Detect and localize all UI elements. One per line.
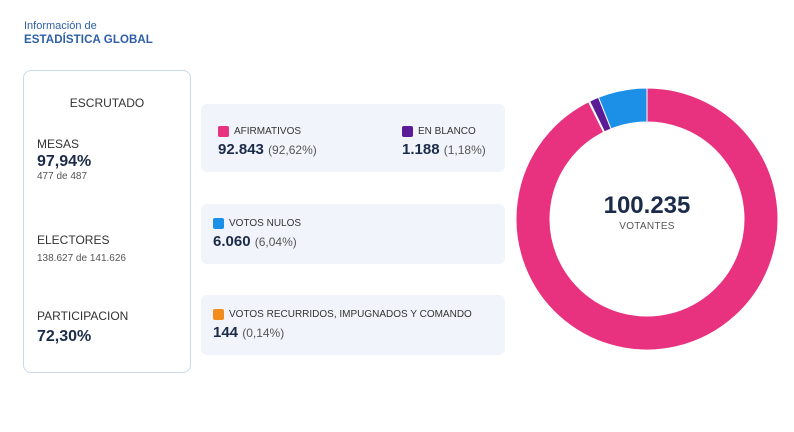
afirmativos-swatch [218, 126, 229, 137]
escrutado-title: ESCRUTADO [69, 96, 145, 110]
nulos-swatch [213, 218, 224, 229]
votantes-total: 100.235 [603, 192, 691, 219]
electores-detail: 138.627 de 141.626 [37, 253, 126, 264]
nulos-pct: (6,04%) [254, 235, 297, 249]
results-card-main: AFIRMATIVOS 92.843 (92,62%) EN BLANCO 1.… [201, 104, 505, 172]
mesas-detail: 477 de 487 [37, 171, 88, 182]
votantes-donut-chart [515, 87, 779, 351]
participacion-stat: PARTICIPACION 72,30% [37, 309, 128, 346]
en-blanco-label: EN BLANCO [418, 126, 476, 137]
donut-segment-afirmativos [515, 87, 779, 351]
participacion-label: PARTICIPACION [37, 309, 129, 323]
en-blanco-value: 1.188 [402, 141, 440, 158]
afirmativos-value: 92.843 [218, 141, 264, 158]
recurridos-swatch [213, 309, 224, 320]
escrutado-panel: ESCRUTADO MESAS 97,94% 477 de 487 ELECTO… [23, 70, 191, 373]
recurridos-value: 144 [213, 324, 239, 341]
header-subtitle: Información de [24, 20, 97, 32]
results-card-nulos: VOTOS NULOS 6.060 (6,04%) [201, 204, 505, 264]
afirmativos-label: AFIRMATIVOS [234, 126, 302, 137]
recurridos-item: VOTOS RECURRIDOS, IMPUGNADOS Y COMANDO 1… [213, 309, 472, 341]
mesas-stat: MESAS 97,94% 477 de 487 [37, 137, 91, 182]
page-header: Información de ESTADÍSTICA GLOBAL [24, 20, 153, 47]
electores-stat: ELECTORES 138.627 de 141.626 [37, 233, 126, 264]
nulos-value: 6.060 [213, 233, 251, 250]
afirmativos-pct: (92,62%) [268, 143, 317, 157]
results-card-recurridos: VOTOS RECURRIDOS, IMPUGNADOS Y COMANDO 1… [201, 295, 505, 355]
electores-label: ELECTORES [37, 233, 110, 247]
participacion-value: 72,30% [37, 328, 92, 345]
en-blanco-swatch [402, 126, 413, 137]
votantes-caption: VOTANTES [619, 221, 675, 232]
nulos-item: VOTOS NULOS 6.060 (6,04%) [213, 218, 301, 250]
mesas-value: 97,94% [37, 153, 92, 170]
page-title: ESTADÍSTICA GLOBAL [24, 34, 153, 46]
donut-segment-nulos [597, 87, 648, 130]
afirmativos-item: AFIRMATIVOS 92.843 (92,62%) [218, 126, 317, 158]
en-blanco-pct: (1,18%) [443, 143, 486, 157]
nulos-label: VOTOS NULOS [229, 218, 302, 229]
recurridos-label: VOTOS RECURRIDOS, IMPUGNADOS Y COMANDO [229, 309, 472, 320]
en-blanco-item: EN BLANCO 1.188 (1,18%) [402, 126, 486, 158]
recurridos-pct: (0,14%) [242, 326, 285, 340]
mesas-label: MESAS [37, 137, 80, 151]
